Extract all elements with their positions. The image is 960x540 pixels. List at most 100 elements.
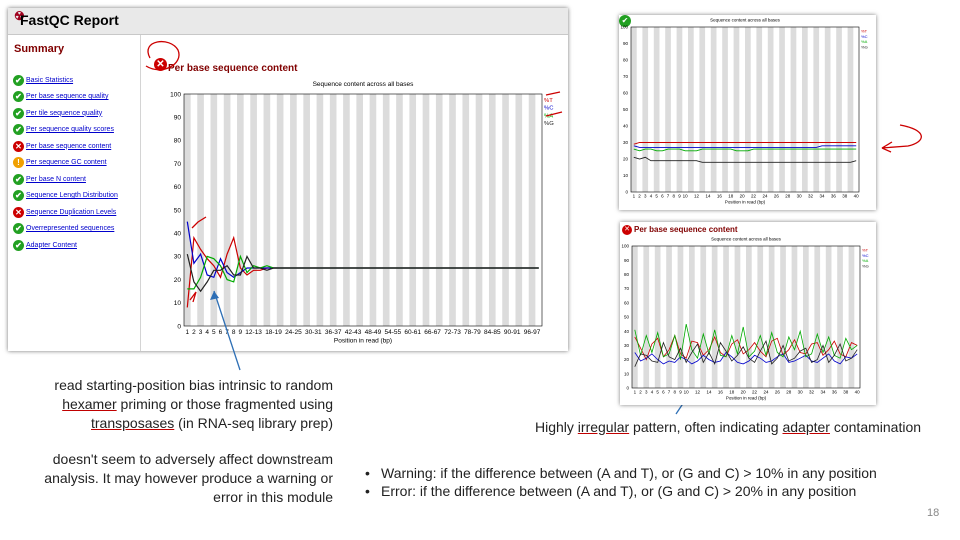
chart-stripe — [734, 246, 741, 388]
chart-stripe — [837, 246, 843, 388]
bullet-warning: • Warning: if the difference between (A a… — [365, 464, 877, 482]
summary-link[interactable]: Adapter Content — [26, 241, 77, 249]
y-tick-label: 70 — [624, 286, 630, 291]
series-line — [634, 351, 858, 365]
y-tick-label: 90 — [174, 114, 182, 121]
x-tick-label: 10 — [683, 193, 689, 198]
x-tick-label: 7 — [667, 193, 670, 198]
legend-entry: %G — [862, 264, 869, 269]
red-legend-mark-a — [545, 111, 563, 117]
summary-item[interactable]: ✔ Per base N content — [13, 172, 86, 186]
legend-entry: %T — [861, 28, 868, 33]
x-tick-label: 2 — [192, 329, 196, 336]
x-tick-label: 40 — [854, 193, 860, 198]
summary-link[interactable]: Per sequence quality scores — [26, 126, 114, 133]
chart-stripe — [329, 94, 337, 326]
red-check-annotation — [191, 216, 207, 229]
summary-link[interactable]: Per sequence GC content — [26, 159, 107, 166]
summary-item[interactable]: ✔ Adapter Content — [13, 238, 77, 252]
x-tick-label: 42-43 — [345, 329, 362, 336]
chart-stripe — [488, 94, 496, 326]
chart-stripe — [435, 94, 443, 326]
summary-link[interactable]: Per base sequence content — [26, 142, 112, 150]
main-sequence-content-chart: Sequence content across all bases 0 10 20 30… — [170, 81, 554, 344]
x-tick-label: 24-25 — [285, 329, 302, 336]
summary-item[interactable]: ✕ Per base sequence content — [13, 139, 111, 153]
x-tick-label: 12 — [695, 389, 701, 394]
chart-stripe — [653, 27, 660, 192]
y-tick-label: 40 — [174, 230, 182, 237]
chart-title: Sequence content across all bases — [313, 81, 415, 88]
x-tick-label: 4 — [650, 193, 653, 198]
summary-item[interactable]: ! Per sequence GC content — [13, 156, 107, 170]
chart-stripe — [814, 246, 821, 388]
x-tick-label: 48-49 — [365, 329, 382, 336]
chart-stripe — [223, 94, 231, 326]
summary-link[interactable]: Per base sequence quality — [26, 93, 109, 100]
summary-item[interactable]: ✔ Basic Statistics — [13, 73, 73, 87]
chart-stripe — [316, 94, 324, 326]
x-tick-label: 12-13 — [245, 329, 262, 336]
summary-link[interactable]: Sequence Length Distribution — [26, 192, 118, 199]
y-tick-label: 60 — [174, 184, 182, 191]
fastqc-report-screenshot: ☢ FastQC Report Summary ✔ Basic Statistic… — [8, 8, 568, 351]
summary-link[interactable]: Sequence Duplication Levels — [26, 208, 117, 216]
y-tick-label: 0 — [625, 190, 628, 195]
summary-link[interactable]: Per base N content — [26, 175, 86, 183]
x-tick-label: 38 — [842, 193, 848, 198]
summary-item[interactable]: ✕ Sequence Duplication Levels — [13, 205, 116, 219]
chart-stripe — [290, 94, 297, 326]
x-tick-label: 14 — [706, 389, 712, 394]
summary-item[interactable]: ✔ Per sequence quality scores — [13, 123, 114, 137]
chart-stripe — [396, 94, 403, 326]
x-tick-label: 18 — [728, 193, 734, 198]
y-tick-label: 60 — [623, 91, 629, 96]
y-tick-label: 20 — [174, 277, 182, 284]
x-tick-label: 72-73 — [444, 329, 461, 336]
y-tick-label: 70 — [174, 161, 182, 168]
legend-entry: %A — [862, 258, 869, 263]
chart-stripe — [825, 246, 832, 388]
chart-stripe — [733, 27, 740, 192]
x-tick-label: 26 — [775, 389, 781, 394]
series-line — [633, 148, 857, 152]
x-axis-label: Position in read (bp) — [726, 395, 767, 400]
y-tick-label: 100 — [621, 244, 629, 249]
red-legend-mark-t — [545, 91, 561, 96]
report-title: FastQC Report — [20, 12, 119, 28]
legend-entry: %C — [544, 106, 553, 112]
note-text: contamination — [829, 419, 922, 435]
chart-stripe — [757, 246, 764, 388]
note-text: Highly — [535, 419, 578, 435]
y-tick-label: 30 — [624, 343, 630, 348]
chart-stripe — [632, 246, 638, 388]
summary-link[interactable]: Basic Statistics — [26, 76, 74, 84]
summary-link[interactable]: Per tile sequence quality — [26, 109, 103, 117]
chart-stripe — [779, 27, 785, 192]
exclamation-icon: ! — [13, 157, 24, 168]
y-tick-label: 100 — [620, 25, 628, 30]
summary-link[interactable]: Overrepresented sequences — [26, 225, 115, 232]
y-tick-label: 90 — [623, 41, 629, 46]
note-text: (in RNA-seq library prep) — [174, 415, 333, 431]
y-tick-label: 20 — [624, 357, 630, 362]
note-text: pattern, often indicating — [629, 419, 783, 435]
x-tick-label: 24 — [762, 193, 768, 198]
note-irregular-pattern: Highly irregular pattern, often indicati… — [535, 418, 921, 437]
series-line — [634, 340, 858, 367]
summary-item[interactable]: ✔ Overrepresented sequences — [13, 222, 114, 236]
x-tick-label: 6 — [661, 193, 664, 198]
x-tick-label: 2 — [638, 193, 641, 198]
chart-frame — [630, 26, 860, 193]
chart-stripe — [382, 94, 390, 326]
x-tick-label: 16 — [718, 389, 724, 394]
summary-title: Summary — [14, 43, 65, 55]
summary-item[interactable]: ✔ Sequence Length Distribution — [13, 189, 118, 203]
bullet-dot-icon: • — [365, 483, 370, 499]
cross-icon: ✕ — [13, 140, 24, 152]
chart-stripe — [642, 27, 649, 192]
summary-item[interactable]: ✔ Per tile sequence quality — [13, 106, 102, 120]
summary-item[interactable]: ✔ Per base sequence quality — [13, 90, 109, 104]
y-tick-label: 20 — [623, 157, 629, 162]
chart-stripe — [711, 246, 718, 388]
